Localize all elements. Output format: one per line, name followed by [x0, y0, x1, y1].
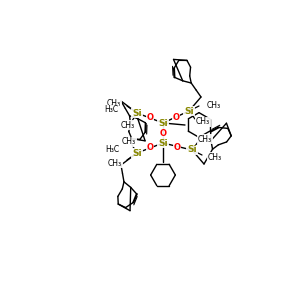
Text: CH₃: CH₃: [198, 134, 212, 143]
Text: O: O: [172, 112, 179, 122]
Text: Si: Si: [132, 109, 142, 118]
Text: CH₃: CH₃: [107, 100, 121, 109]
Text: CH₃: CH₃: [196, 118, 210, 127]
Text: O: O: [146, 143, 154, 152]
Text: O: O: [146, 113, 154, 122]
Text: H₃C: H₃C: [105, 146, 119, 154]
Text: CH₃: CH₃: [122, 137, 136, 146]
Text: Si: Si: [184, 106, 194, 116]
Text: Si: Si: [187, 146, 197, 154]
Text: CH₃: CH₃: [207, 100, 221, 109]
Text: O: O: [160, 128, 167, 137]
Text: CH₃: CH₃: [108, 158, 122, 167]
Text: Si: Si: [158, 139, 168, 148]
Text: CH₃: CH₃: [208, 152, 222, 161]
Text: CH₃: CH₃: [121, 121, 135, 130]
Text: Si: Si: [132, 148, 142, 158]
Text: O: O: [173, 142, 181, 152]
Text: H₃C: H₃C: [104, 106, 118, 115]
Text: Si: Si: [158, 118, 168, 127]
